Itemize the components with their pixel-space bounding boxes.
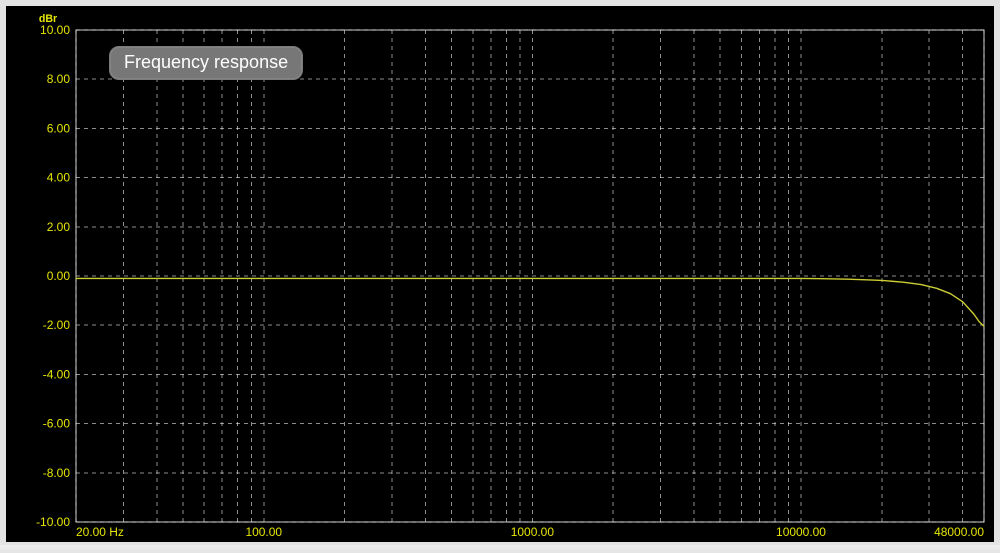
svg-text:100.00: 100.00 <box>245 525 282 539</box>
svg-text:10000.00: 10000.00 <box>776 525 826 539</box>
svg-text:-6.00: -6.00 <box>43 417 71 431</box>
chart-outer: -10.00 -8.00 -6.00 -4.00 -2.00 0.00 2.00 4.00 6.… <box>0 0 1000 553</box>
plot-container: -10.00 -8.00 -6.00 -4.00 -2.00 0.00 2.00 4.00 6.… <box>6 6 994 542</box>
svg-text:1000.00: 1000.00 <box>511 525 555 539</box>
svg-text:4.00: 4.00 <box>47 171 71 185</box>
svg-text:6.00: 6.00 <box>47 121 71 135</box>
svg-text:2.00: 2.00 <box>47 220 71 234</box>
svg-text:-10.00: -10.00 <box>36 515 70 529</box>
svg-text:0.00: 0.00 <box>47 269 71 283</box>
svg-text:-8.00: -8.00 <box>43 466 71 480</box>
svg-text:-2.00: -2.00 <box>43 318 71 332</box>
svg-text:-4.00: -4.00 <box>43 367 71 381</box>
frequency-response-chart: -10.00 -8.00 -6.00 -4.00 -2.00 0.00 2.00 4.00 6.… <box>6 6 994 542</box>
svg-text:10.00: 10.00 <box>40 23 70 37</box>
chart-title-badge: Frequency response <box>109 46 303 80</box>
svg-text:48000.00: 48000.00 <box>934 525 984 539</box>
chart-title: Frequency response <box>124 52 288 72</box>
svg-text:dBr: dBr <box>39 13 57 25</box>
svg-text:8.00: 8.00 <box>47 72 71 86</box>
svg-text:20.00 Hz: 20.00 Hz <box>76 525 124 539</box>
bottom-strip <box>0 545 1000 553</box>
